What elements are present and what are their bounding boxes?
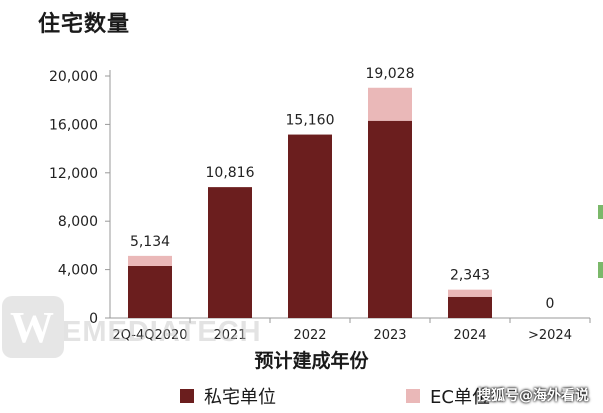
y-tick-label: 20,000	[49, 69, 98, 85]
edge-mark-top	[598, 205, 603, 219]
y-tick-label: 8,000	[58, 214, 98, 230]
data-label: 5,134	[130, 234, 170, 250]
y-tick-label: 16,000	[49, 117, 98, 133]
bar-private	[448, 296, 492, 318]
legend-label-private: 私宅单位	[204, 387, 276, 408]
chart-title: 住宅数量	[38, 12, 131, 37]
x-tick-label: 2024	[453, 328, 486, 343]
data-label: 15,160	[286, 113, 335, 129]
legend-item-ec: EC单位	[406, 383, 490, 409]
bar-private	[288, 134, 332, 318]
legend-swatch-ec	[406, 389, 420, 403]
data-label: 2,343	[450, 268, 490, 284]
bar-private	[368, 120, 412, 319]
y-tick-label: 0	[89, 311, 98, 327]
source-credit: 搜狐号@海外看说	[477, 388, 589, 404]
y-tick-label: 4,000	[58, 263, 98, 279]
legend-item-private: 私宅单位	[180, 383, 276, 409]
x-tick-label: 2Q-4Q2020	[112, 328, 187, 343]
x-tick-label: 2021	[213, 328, 246, 343]
x-axis-label: 预计建成年份	[254, 350, 369, 372]
x-tick-label: 2022	[293, 328, 326, 343]
data-label: 10,816	[206, 165, 255, 181]
edge-mark-bottom	[598, 262, 603, 278]
bar-ec	[128, 255, 172, 266]
bar-private	[128, 265, 172, 318]
x-tick-label: 2023	[373, 328, 406, 343]
x-tick-label: >2024	[528, 328, 572, 343]
bar-ec	[368, 87, 412, 121]
legend: 私宅单位 EC单位	[180, 383, 490, 409]
data-label: 19,028	[366, 66, 415, 82]
legend-swatch-private	[180, 389, 194, 403]
legend-label-ec: EC单位	[430, 387, 490, 408]
data-label: 0	[546, 296, 555, 312]
y-tick-label: 12,000	[49, 166, 98, 182]
bar-private	[208, 187, 252, 318]
bar-ec	[448, 289, 492, 297]
